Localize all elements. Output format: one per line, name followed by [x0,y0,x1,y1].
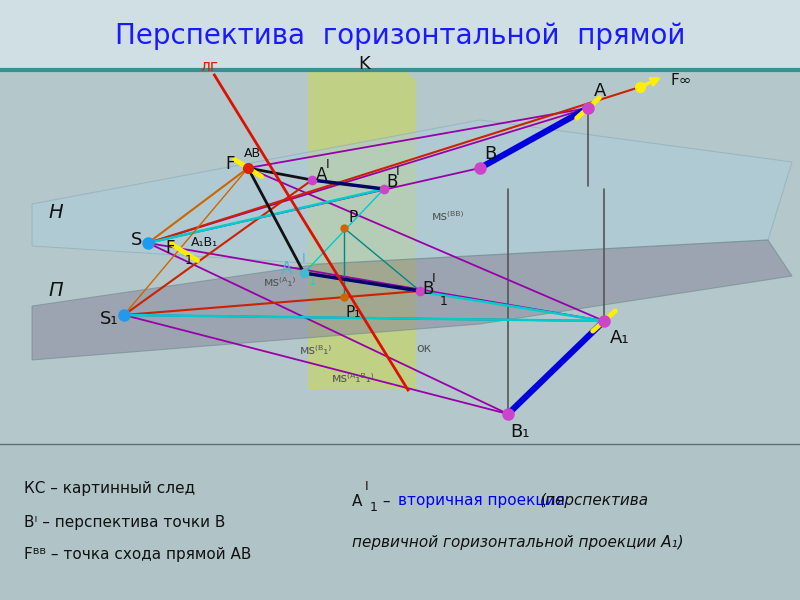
Text: 1: 1 [439,295,447,308]
Text: A₁: A₁ [610,329,630,347]
Polygon shape [32,120,792,264]
Text: мs⁽ᴮᴮ⁾: мs⁽ᴮᴮ⁾ [432,209,465,223]
Text: I: I [302,252,306,265]
Text: мs⁽ᴬ₁⁾: мs⁽ᴬ₁⁾ [264,275,296,289]
Text: мs⁽ᴬ₁ᴮ₁⁾: мs⁽ᴬ₁ᴮ₁⁾ [332,371,374,385]
Text: мs⁽ᴮ₁⁾: мs⁽ᴮ₁⁾ [300,344,332,358]
Text: вторичная проекция: вторичная проекция [398,493,565,509]
Text: A: A [316,166,327,184]
Text: КС – картинный след: КС – картинный след [24,481,195,497]
Text: F: F [165,239,174,257]
Text: A: A [352,493,362,509]
Text: P₁: P₁ [346,305,361,320]
Text: A: A [281,260,292,278]
Text: I: I [326,158,330,171]
Text: B: B [386,173,398,191]
Bar [0,0,800,69]
Text: F: F [225,155,234,173]
Text: A₁B₁: A₁B₁ [190,236,218,250]
Text: ок: ок [416,341,431,355]
Text: I: I [432,272,436,285]
Text: лг: лг [201,59,218,74]
Text: I: I [396,165,400,178]
Text: S: S [131,231,142,249]
Text: K: K [358,55,370,73]
Bar [0,444,800,600]
Polygon shape [32,240,792,360]
Text: F∞: F∞ [670,73,692,88]
Text: P: P [348,210,358,225]
Text: –: – [378,493,395,509]
Text: Fᴮᴮ – точка схода прямой AB: Fᴮᴮ – точка схода прямой AB [24,547,251,563]
Text: A: A [594,82,606,100]
Text: первичной горизонтальной проекции A₁): первичной горизонтальной проекции A₁) [352,535,684,551]
Text: Перспектива  горизонтальной  прямой: Перспектива горизонтальной прямой [115,22,685,50]
Text: П: П [48,281,62,301]
Text: B: B [484,145,496,163]
Text: S₁: S₁ [100,310,118,328]
Text: 1: 1 [185,254,193,267]
Text: I: I [365,480,369,493]
Text: B₁: B₁ [510,423,530,441]
Text: 1: 1 [309,275,317,288]
Text: AB: AB [244,147,261,160]
Text: 1: 1 [370,500,378,514]
Polygon shape [308,69,416,390]
Text: (перспектива: (перспектива [540,493,649,509]
Text: Bᴵ – перспектива точки B: Bᴵ – перспектива точки B [24,514,226,529]
Text: B: B [422,280,434,298]
Text: H: H [48,203,62,223]
